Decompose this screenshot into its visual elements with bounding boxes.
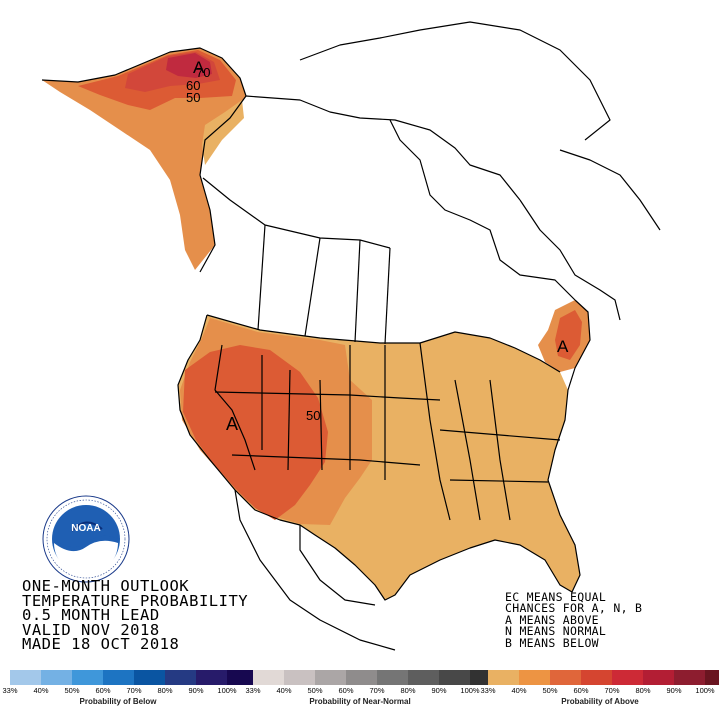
scale-swatch-above: [488, 670, 519, 685]
scale-tick-label: 90%: [188, 686, 204, 695]
west-a-label: A: [226, 414, 238, 434]
scale-tick-label: 33%: [2, 686, 18, 695]
scale-tick-label: 90%: [666, 686, 682, 695]
scale-tick-label: 70%: [126, 686, 142, 695]
alaska-60-label: 60: [186, 78, 200, 93]
scale-label-above: Probability of Above: [561, 697, 639, 706]
scale-swatch-below: [165, 670, 196, 685]
scale-swatch-above: [519, 670, 550, 685]
legend-note: N MEANS NORMAL: [505, 624, 607, 639]
scale-swatch-below: [227, 670, 258, 685]
scale-above: [488, 670, 719, 685]
above-50-region-west: [183, 345, 328, 520]
title-line: TEMPERATURE PROBABILITY: [22, 591, 249, 610]
legend-note: EC MEANS EQUAL: [505, 590, 607, 604]
scale-label-below: Probability of Below: [79, 697, 157, 706]
scale-tick-label: 33%: [245, 686, 261, 695]
scale-tick-label: 70%: [369, 686, 385, 695]
scale-swatch-near-normal: [253, 670, 284, 685]
scale-tick-label: 50%: [64, 686, 80, 695]
title-line: ONE-MONTH OUTLOOK: [22, 577, 190, 595]
outlook-title-block: ONE-MONTH OUTLOOK TEMPERATURE PROBABILIT…: [22, 577, 249, 654]
scale-below: [10, 670, 258, 685]
alaska-a-label: A: [193, 58, 205, 77]
scale-swatch-near-normal: [377, 670, 408, 685]
noaa-logo-text: NOAA: [71, 523, 100, 534]
scale-tick-label: 50%: [307, 686, 323, 695]
above-50-region-northeast: [555, 310, 582, 360]
title-line: VALID NOV 2018: [22, 620, 160, 639]
scale-swatch-near-normal: [284, 670, 315, 685]
scale-tick-label: 80%: [400, 686, 416, 695]
scale-swatch-above: [643, 670, 674, 685]
scale-swatch-below: [196, 670, 227, 685]
above-70-region-alaska: [166, 53, 212, 78]
scale-swatch-near-normal: [346, 670, 377, 685]
scale-tick-label: 100%: [217, 686, 237, 695]
noaa-logo: NOAA: [42, 495, 130, 583]
scale-near-normal: [253, 670, 501, 685]
scale-tick-label: 90%: [431, 686, 447, 695]
conus-50-label: 50: [306, 408, 320, 423]
alaska-70-label: 70: [196, 65, 210, 80]
scale-tick-label: 40%: [33, 686, 49, 695]
scale-swatch-below: [72, 670, 103, 685]
title-line: MADE 18 OCT 2018: [22, 635, 180, 654]
scale-swatch-below: [41, 670, 72, 685]
scale-tick-label: 100%: [460, 686, 480, 695]
scale-swatch-near-normal: [439, 670, 470, 685]
alaska-50-label: 50: [186, 90, 200, 105]
scale-swatch-above: [550, 670, 581, 685]
above-33-region-alaska: [202, 100, 244, 165]
scale-tick-label: 60%: [573, 686, 589, 695]
title-line: 0.5 MONTH LEAD: [22, 606, 160, 625]
scale-tick-label: 60%: [95, 686, 111, 695]
scale-tick-label: 100%: [695, 686, 715, 695]
scale-swatch-near-normal: [408, 670, 439, 685]
scale-swatch-below: [10, 670, 41, 685]
scale-tick-label: 80%: [157, 686, 173, 695]
boundary-lines: [41, 21, 661, 651]
scale-tick-label: 33%: [480, 686, 496, 695]
scale-swatch-above: [581, 670, 612, 685]
map-labels: A 70 60 50 A 50 A: [186, 58, 569, 434]
northeast-a-label: A: [557, 337, 569, 356]
scale-swatch-below: [103, 670, 134, 685]
above-40-region-alaska: [42, 48, 246, 270]
scale-swatch-near-normal: [315, 670, 346, 685]
scale-tick-label: 80%: [635, 686, 651, 695]
scale-tick-label: 70%: [604, 686, 620, 695]
scale-tick-label: 40%: [276, 686, 292, 695]
legend-note: CHANCES FOR A, N, B: [505, 601, 643, 616]
scale-tick-label: 40%: [511, 686, 527, 695]
scale-tick-label: 50%: [542, 686, 558, 695]
scale-label-near-normal: Probability of Near-Normal: [309, 697, 411, 706]
legend-note: B MEANS BELOW: [505, 635, 599, 650]
scale-swatch-above: [705, 670, 719, 685]
scale-swatch-above: [674, 670, 705, 685]
scale-tick-label: 60%: [338, 686, 354, 695]
scale-swatch-below: [134, 670, 165, 685]
legend-notes: EC MEANS EQUAL CHANCES FOR A, N, B A MEA…: [505, 590, 643, 650]
scale-swatch-above: [612, 670, 643, 685]
legend-note: A MEANS ABOVE: [505, 612, 599, 627]
